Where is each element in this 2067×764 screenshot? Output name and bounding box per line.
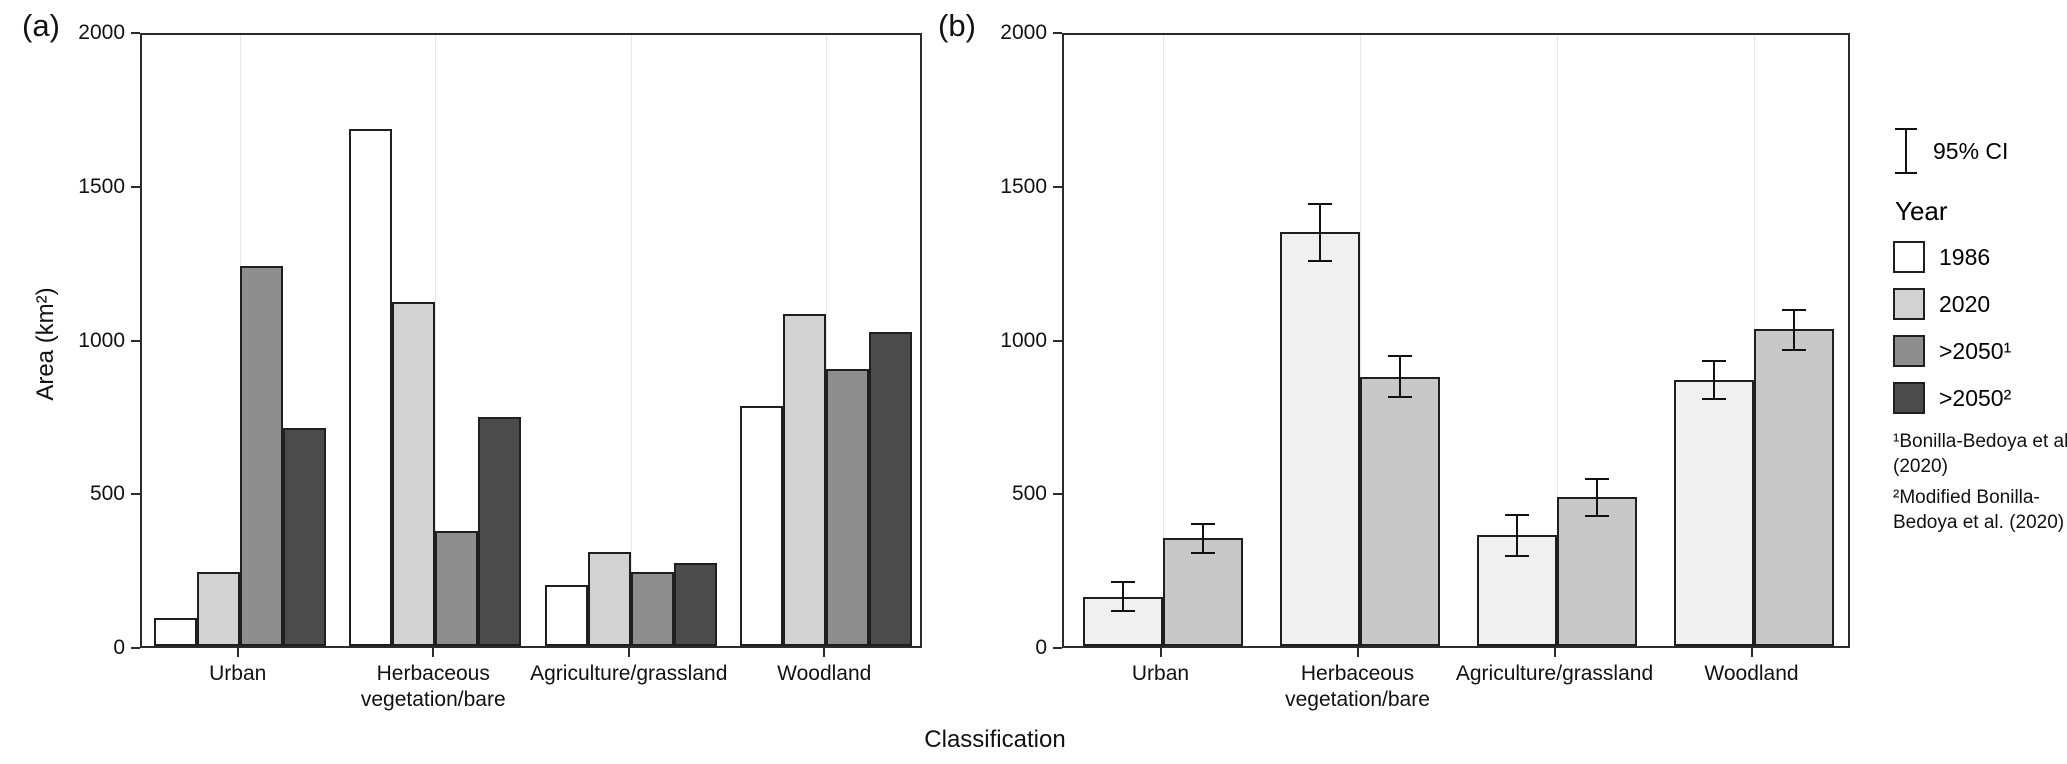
footnote-2: ²Modified Bonilla-Bedoya et al. (2020)	[1893, 487, 2065, 533]
errorbar-b-cat0-2020	[1190, 523, 1215, 554]
y-axis-title: Area (km²)	[32, 287, 59, 401]
y-tick-mark-b-1000	[1053, 339, 1062, 342]
legend: 95% CI Year 1986 2020 >2050¹ >2050² ¹Bon…	[1893, 128, 2067, 541]
plot-panel-b	[1062, 33, 1850, 648]
bar-a-cat2-2020	[587, 552, 631, 646]
bar-a-cat0-2020	[196, 572, 240, 646]
legend-label-2050-2: >2050²	[1939, 384, 2012, 411]
x-axis-title: Classification	[924, 726, 1066, 753]
footnote-1: ¹Bonilla-Bedoya et al. (2020)	[1893, 431, 2067, 477]
legend-entry-2050-1: >2050¹	[1893, 335, 2067, 367]
x-tick-mark-a-1	[432, 648, 435, 657]
gridline-a-3	[826, 35, 828, 646]
bar-a-cat2->2050¹	[630, 572, 674, 646]
x-tick-mark-a-0	[236, 648, 239, 657]
legend-year-title: Year	[1895, 196, 1948, 226]
y-tick-mark-b-1500	[1053, 185, 1062, 188]
y-tick-label-a-2000: 2000	[78, 21, 125, 44]
x-tick-label-b-1: Herbaceous vegetation/bare	[1285, 662, 1430, 711]
bar-b-cat1-1986	[1279, 232, 1360, 646]
ci-errorbar-icon	[1893, 128, 1919, 174]
y-tick-mark-a-0	[131, 647, 140, 649]
y-tick-mark-a-500	[131, 493, 140, 496]
bar-a-cat2-1986	[544, 584, 588, 646]
x-tick-mark-b-2	[1553, 648, 1556, 657]
legend-label-1986: 1986	[1939, 243, 1991, 270]
y-tick-label-a-1500: 1500	[78, 174, 125, 198]
y-tick-mark-a-1500	[131, 185, 140, 188]
x-tick-label-b-3: Woodland	[1704, 662, 1799, 685]
gridline-b-1	[1359, 35, 1361, 646]
legend-ci-row: 95% CI	[1893, 128, 2067, 174]
bar-b-cat3-2020	[1753, 329, 1834, 646]
y-tick-label-b-0: 0	[1035, 636, 1047, 659]
x-tick-label-a-0: Urban	[209, 662, 267, 685]
errorbar-b-cat1-1986	[1307, 203, 1332, 263]
y-tick-mark-a-1000	[131, 339, 140, 342]
bar-a-cat1-2020	[392, 301, 436, 646]
legend-label-2020: 2020	[1939, 290, 1991, 317]
x-tick-label-b-0: Urban	[1131, 662, 1190, 685]
legend-swatch-1986	[1893, 241, 1925, 273]
gridline-a-1	[435, 35, 437, 646]
ci-label: 95% CI	[1933, 137, 2009, 164]
x-tick-mark-b-0	[1159, 648, 1162, 657]
legend-swatch-2050-2	[1893, 382, 1925, 414]
y-tick-mark-a-2000	[131, 32, 140, 34]
errorbar-b-cat3-1986	[1701, 360, 1726, 400]
bar-a-cat0-1986	[153, 618, 197, 646]
legend-entry-2050-2: >2050²	[1893, 382, 2067, 414]
panel-b-label: (b)	[938, 8, 976, 43]
errorbar-b-cat2-1986	[1504, 513, 1529, 557]
y-tick-mark-b-2000	[1053, 32, 1062, 34]
bar-a-cat0->2050²	[282, 427, 326, 646]
bar-a-cat3->2050¹	[826, 369, 870, 646]
x-tick-label-a-3: Woodland	[777, 662, 872, 685]
y-tick-label-b-1000: 1000	[1000, 328, 1047, 352]
x-tick-label-a-1: Herbaceous vegetation/bare	[360, 662, 506, 711]
y-tick-label-b-1500: 1500	[1000, 174, 1047, 198]
errorbar-b-cat0-1986	[1110, 581, 1135, 613]
panel-a-label: (a)	[22, 8, 60, 43]
bar-a-cat2->2050²	[673, 562, 717, 646]
y-tick-label-a-0: 0	[113, 636, 125, 659]
bar-a-cat3->2050²	[869, 332, 913, 646]
legend-swatch-2020	[1893, 288, 1925, 320]
bar-a-cat0->2050¹	[239, 266, 283, 646]
x-tick-label-b-2: Agriculture/grassland	[1455, 662, 1654, 685]
legend-footnotes: ¹Bonilla-Bedoya et al. (2020) ²Modified …	[1893, 429, 2067, 535]
bar-a-cat3-2020	[783, 313, 827, 646]
errorbar-b-cat3-2020	[1781, 309, 1806, 351]
legend-entry-1986: 1986	[1893, 241, 2067, 273]
gridline-b-2	[1556, 35, 1558, 646]
y-tick-mark-b-0	[1053, 647, 1062, 649]
legend-entry-2020: 2020	[1893, 288, 2067, 320]
bar-a-cat1->2050²	[478, 416, 522, 646]
y-tick-mark-b-500	[1053, 493, 1062, 496]
gridline-a-2	[630, 35, 632, 646]
bar-b-cat1-2020	[1359, 376, 1440, 646]
bar-b-cat0-2020	[1162, 538, 1243, 646]
y-tick-label-b-2000: 2000	[1000, 21, 1047, 44]
y-tick-label-a-1000: 1000	[78, 328, 125, 352]
bar-b-cat2-2020	[1556, 496, 1637, 646]
x-tick-label-a-2: Agriculture/grassland	[530, 662, 728, 685]
bar-a-cat1-1986	[349, 129, 393, 646]
errorbar-b-cat2-2020	[1584, 478, 1609, 518]
legend-swatch-2050-1	[1893, 335, 1925, 367]
y-tick-label-b-500: 500	[1011, 482, 1047, 506]
legend-label-2050-1: >2050¹	[1939, 337, 2012, 364]
x-tick-mark-b-1	[1356, 648, 1359, 657]
gridline-b-0	[1162, 35, 1164, 646]
bar-a-cat3-1986	[740, 406, 784, 646]
bar-b-cat3-1986	[1673, 380, 1754, 646]
plot-panel-a	[140, 33, 922, 648]
x-tick-mark-a-3	[823, 648, 826, 657]
x-tick-mark-b-3	[1750, 648, 1753, 657]
x-tick-mark-a-2	[627, 648, 630, 657]
bar-a-cat1->2050¹	[435, 530, 479, 646]
errorbar-b-cat1-2020	[1387, 355, 1412, 399]
y-tick-label-a-500: 500	[89, 482, 125, 506]
